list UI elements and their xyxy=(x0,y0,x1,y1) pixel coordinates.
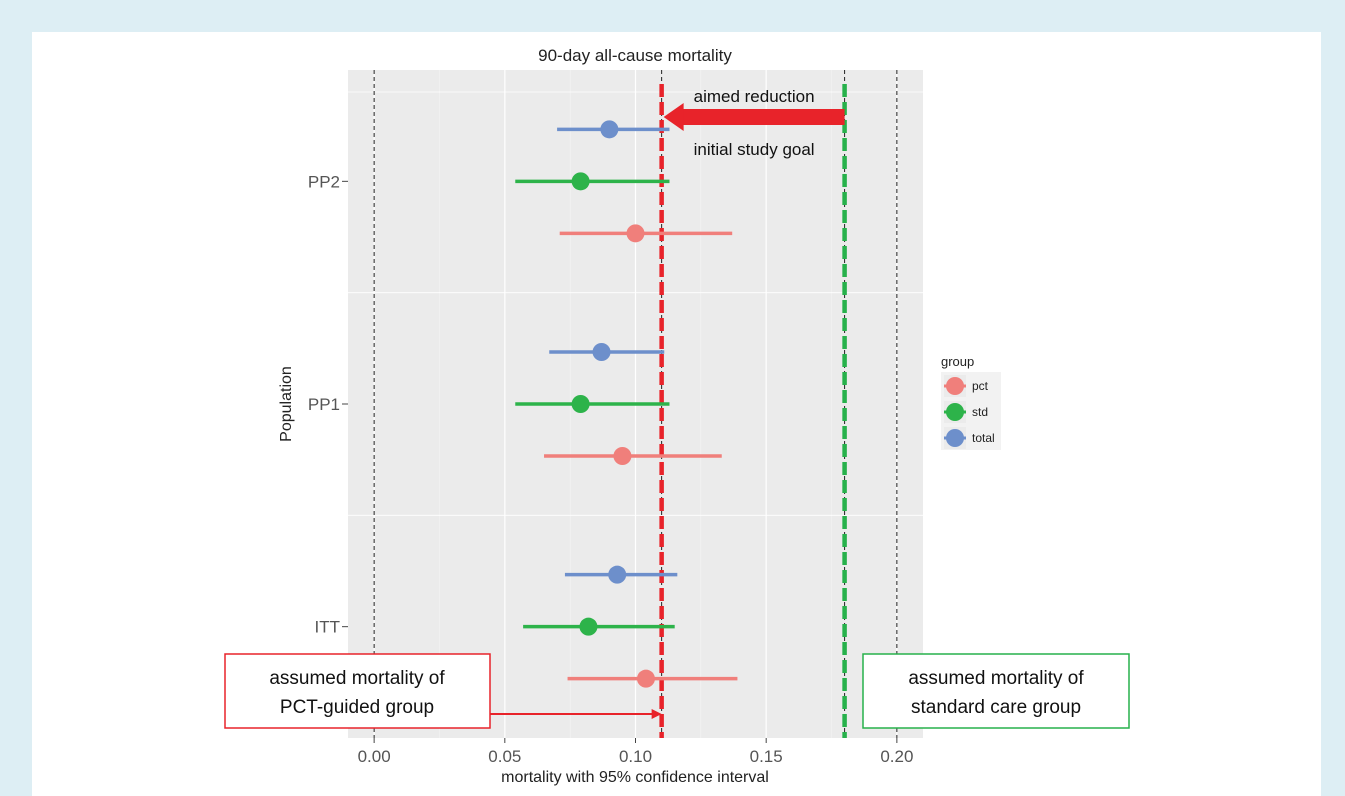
aimed-reduction-annotation: aimed reduction initial study goal xyxy=(663,87,845,159)
forest-plot: ITT PP1 PP2 0.00 0.05 0.10 0.15 0.20 90-day al… xyxy=(224,46,1130,786)
legend-label-pct: pct xyxy=(972,379,989,393)
pct-assumption-line2: PCT-guided group xyxy=(280,697,434,718)
point-std xyxy=(571,395,590,413)
x-tick-label: 0.05 xyxy=(488,747,521,766)
point-total xyxy=(608,565,627,584)
point-total xyxy=(600,120,619,139)
y-axis-label: Population xyxy=(278,366,295,442)
std-assumption-line1: assumed mortality of xyxy=(908,668,1084,689)
figure-frame: ITT PP1 PP2 0.00 0.05 0.10 0.15 0.20 90-day al… xyxy=(32,32,1321,796)
x-axis-label: mortality with 95% confidence interval xyxy=(501,769,769,786)
legend-key-point-total xyxy=(946,429,964,447)
point-total xyxy=(592,343,611,361)
series-layer xyxy=(515,120,738,688)
x-tick-label: 0.20 xyxy=(880,747,913,766)
point-std xyxy=(579,617,598,636)
aimed-reduction-arrow-head xyxy=(663,103,684,131)
pct-assumption-arrow-head xyxy=(651,709,662,719)
legend-label-std: std xyxy=(972,405,988,419)
y-tick-label: PP2 xyxy=(308,172,340,191)
pct-assumption-box xyxy=(224,653,491,729)
point-pct xyxy=(626,224,645,243)
aimed-reduction-label: aimed reduction xyxy=(694,87,815,106)
aimed-reduction-arrow-shaft xyxy=(681,109,845,125)
y-axis-ticks: ITT PP1 PP2 xyxy=(308,172,348,637)
std-assumption-line2: standard care group xyxy=(911,697,1081,718)
grid-lines xyxy=(348,70,923,738)
x-tick-label: 0.00 xyxy=(358,747,391,766)
legend-key-point-std xyxy=(946,403,964,421)
legend-label-total: total xyxy=(972,431,995,445)
chart-title: 90-day all-cause mortality xyxy=(538,46,732,65)
legend-key-point-pct xyxy=(946,377,964,395)
x-tick-label: 0.15 xyxy=(750,747,783,766)
legend: group pct std total xyxy=(941,354,1001,450)
pct-assumption-line1: assumed mortality of xyxy=(269,668,445,689)
std-assumption-callout: assumed mortality of standard care group xyxy=(862,653,1130,729)
pct-assumption-callout: assumed mortality of PCT-guided group xyxy=(224,653,662,729)
std-assumption-box xyxy=(862,653,1130,729)
point-pct xyxy=(636,669,655,688)
y-tick-label: PP1 xyxy=(308,395,340,414)
initial-study-goal-label: initial study goal xyxy=(694,140,815,159)
point-pct xyxy=(613,447,632,465)
legend-title: group xyxy=(941,354,974,369)
point-std xyxy=(571,172,590,191)
y-tick-label: ITT xyxy=(315,618,341,637)
x-tick-label: 0.10 xyxy=(619,747,652,766)
x-axis-ticks: 0.00 0.05 0.10 0.15 0.20 xyxy=(358,738,913,766)
